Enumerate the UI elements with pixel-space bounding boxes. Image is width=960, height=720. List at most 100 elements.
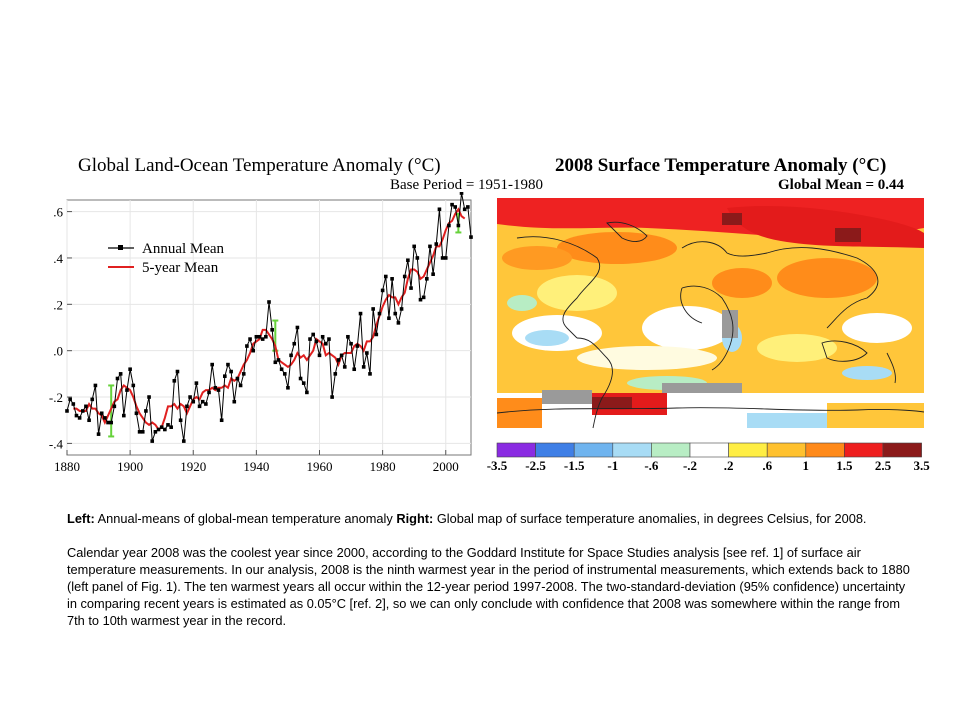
annual-mean-point xyxy=(399,307,404,311)
annual-mean-point xyxy=(358,311,363,316)
annual-mean-point xyxy=(428,244,432,249)
colorbar-tick-label: 3.5 xyxy=(913,458,930,473)
annual-mean-point xyxy=(469,235,473,239)
annual-mean-point xyxy=(122,413,126,418)
annual-mean-point xyxy=(241,372,246,376)
colorbar-tick-label: -.6 xyxy=(644,458,659,473)
figure-caption: Left: Annual-means of global-mean temper… xyxy=(67,510,913,646)
temperature-anomaly-map xyxy=(497,198,924,431)
annual-mean-point xyxy=(226,362,230,367)
annual-mean-point xyxy=(298,376,303,381)
annual-mean-point xyxy=(330,395,334,399)
annual-mean-point xyxy=(74,413,79,418)
annual-mean-point xyxy=(106,420,110,425)
annual-mean-point xyxy=(387,316,391,321)
x-tick-label: 1900 xyxy=(117,459,143,474)
annual-mean-point xyxy=(137,430,142,434)
y-tick-label: -.4 xyxy=(49,436,64,451)
colorbar-tick-label: -1.5 xyxy=(564,458,585,473)
annual-mean-point xyxy=(216,388,221,392)
x-tick-label: 1920 xyxy=(180,459,206,474)
annual-mean-point xyxy=(197,404,202,409)
annual-mean-point xyxy=(412,244,416,249)
annual-mean-point xyxy=(409,286,413,290)
colorbar-tick-label: 1 xyxy=(803,458,810,473)
annual-mean-point xyxy=(437,207,442,212)
annual-mean-point xyxy=(251,348,256,353)
annual-mean-point xyxy=(421,295,426,300)
colorbar-cell xyxy=(651,442,691,458)
plot-frame xyxy=(66,199,472,456)
colorbar-cell xyxy=(612,442,652,458)
annual-mean-point xyxy=(181,439,186,443)
annual-mean-point xyxy=(393,311,398,316)
annual-mean-point xyxy=(396,321,401,325)
annual-mean-point xyxy=(406,258,410,263)
colorbar-cell xyxy=(805,442,845,458)
annual-mean-point xyxy=(175,369,180,374)
annual-mean-point xyxy=(159,425,164,429)
colorbar-tick-label: -.2 xyxy=(683,458,697,473)
annual-mean-point xyxy=(125,388,129,392)
annual-mean-point xyxy=(320,334,325,339)
annual-mean-point xyxy=(311,332,315,337)
x-tick-label: 1960 xyxy=(307,459,333,474)
annual-mean-point xyxy=(194,381,199,385)
annual-mean-point xyxy=(232,399,237,404)
x-tick-label: 2000 xyxy=(433,459,459,474)
annual-mean-point xyxy=(415,256,420,260)
annual-mean-point xyxy=(346,334,350,339)
annual-mean-point xyxy=(71,402,76,406)
colorbar: -3.5 -2.5 -1.5 -1 -.6 -.2 .2 .6 1 1.5 2.5 3.5 xyxy=(487,442,930,473)
colorbar-cell xyxy=(766,442,807,458)
annual-mean-point xyxy=(156,427,161,432)
annual-mean-point xyxy=(289,353,293,358)
colorbar-cell xyxy=(689,442,729,458)
annual-mean-point xyxy=(84,404,88,409)
annual-mean-point xyxy=(368,372,372,376)
annual-mean-point xyxy=(163,427,167,432)
caption-left-text: Annual-means of global-mean temperature … xyxy=(94,511,397,526)
colorbar-tick-label: -2.5 xyxy=(525,458,546,473)
caption-right-text: Global map of surface temperature anomal… xyxy=(433,511,867,526)
colorbar-tick-label: -3.5 xyxy=(487,458,508,473)
annual-mean-point xyxy=(166,423,170,427)
annual-mean-point xyxy=(219,418,224,423)
annual-mean-point xyxy=(112,404,117,409)
annual-mean-point xyxy=(434,242,439,246)
annual-mean-point xyxy=(131,383,136,388)
annual-mean-point xyxy=(308,337,312,341)
x-tick-label: 1940 xyxy=(243,459,269,474)
annual-mean-point xyxy=(333,372,338,376)
colorbar-tick-label: -1 xyxy=(607,458,618,473)
annual-mean-point xyxy=(349,341,353,346)
caption-paragraph: Calendar year 2008 was the coolest year … xyxy=(67,545,910,628)
annual-mean-point xyxy=(213,385,218,390)
annual-mean-point xyxy=(210,362,214,367)
colorbar-cell xyxy=(573,442,614,458)
annual-mean-point xyxy=(140,430,145,434)
annual-mean-point xyxy=(109,420,113,425)
annual-mean-point xyxy=(286,385,290,390)
left-chart-title: Global Land-Ocean Temperature Anomaly (°… xyxy=(78,155,441,176)
annual-mean-point xyxy=(150,439,155,443)
annual-mean-point xyxy=(371,307,375,311)
annual-mean-point xyxy=(431,272,435,276)
annual-mean-point xyxy=(93,383,98,388)
colorbar-cell xyxy=(844,442,884,458)
annual-mean-point xyxy=(342,365,347,369)
legend-five-year-mean: 5-year Mean xyxy=(142,260,219,276)
annual-mean-point xyxy=(327,337,331,341)
caption-left-label: Left: xyxy=(67,511,95,526)
annual-mean-point xyxy=(147,395,151,399)
colorbar-cell xyxy=(535,442,575,458)
colorbar-tick-label: .2 xyxy=(724,458,734,473)
five-year-mean-line xyxy=(73,207,466,431)
annual-mean-point xyxy=(314,339,319,344)
annual-mean-point xyxy=(336,358,341,362)
annual-mean-point xyxy=(200,399,205,404)
annual-mean-point xyxy=(352,367,357,372)
annual-mean-point xyxy=(90,397,95,402)
annual-mean-point xyxy=(425,277,429,281)
colorbar-tick-label: 1.5 xyxy=(836,458,853,473)
